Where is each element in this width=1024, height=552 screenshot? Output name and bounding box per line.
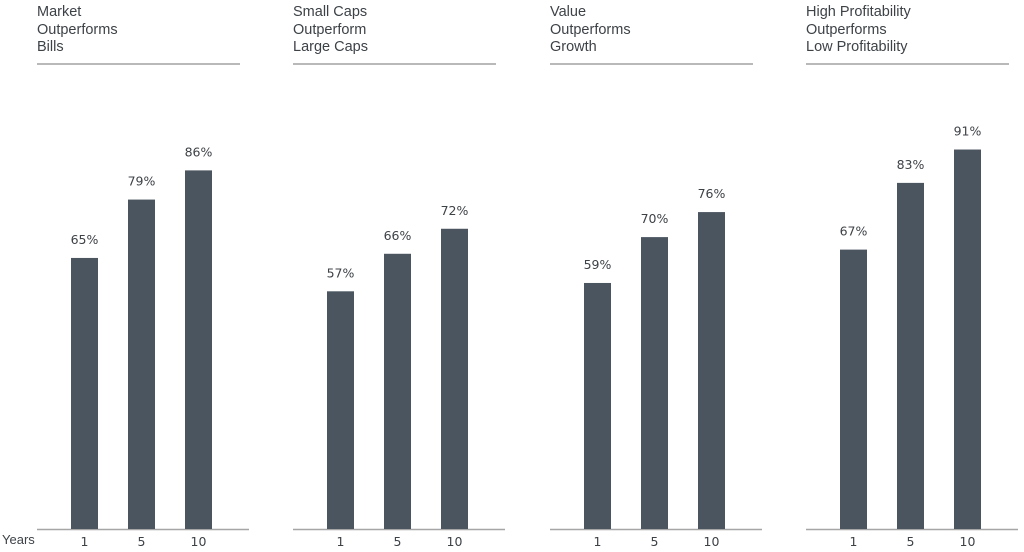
bar [840,249,867,530]
bar-value-label: 83% [897,157,925,172]
panel-title-market: Market Outperforms Bills [37,4,118,57]
x-tick-label: 10 [704,534,720,549]
title-line: High Profitability [806,4,911,20]
x-tick-label: 1 [81,534,89,549]
bar [327,291,354,529]
x-axis-label: Years [2,532,35,547]
bar-value-label: 76% [698,186,726,201]
bar [441,228,468,529]
title-line: Growth [550,39,597,55]
bar-value-label: 67% [840,224,868,239]
bar [641,237,668,529]
title-line: Large Caps [293,39,368,55]
title-line: Outperforms [37,21,118,38]
x-tick-label: 5 [138,534,146,549]
x-tick-label: 5 [651,534,659,549]
bar [584,282,611,529]
x-tick-label: 10 [191,534,207,549]
panel-title-profitability: High Profitability Outperforms Low Profi… [806,4,911,57]
title-rule [550,63,753,65]
bar [128,199,155,529]
bar-value-label: 91% [954,124,982,139]
title-line: Market [37,4,82,20]
bar-value-label: 65% [71,232,99,247]
title-rule [806,63,1009,65]
bar [185,170,212,529]
title-line: Value [550,4,587,20]
bar [384,253,411,529]
title-line: Outperforms [550,21,631,38]
bar-value-label: 79% [128,174,156,189]
bar-value-label: 72% [441,203,469,218]
x-tick-label: 10 [960,534,976,549]
bar-value-label: 86% [185,144,213,159]
bar [897,182,924,529]
bar-value-label: 59% [584,257,612,272]
bar-value-label: 70% [641,211,669,226]
bar [954,149,981,529]
title-line: Outperform [293,21,367,38]
x-tick-label: 5 [907,534,915,549]
title-line: Bills [37,39,64,55]
title-line: Small Caps [293,4,368,20]
x-tick-label: 5 [394,534,402,549]
x-tick-label: 1 [337,534,345,549]
title-rule [293,63,496,65]
panel-title-size: Small Caps Outperform Large Caps [293,4,368,57]
title-line: Low Profitability [806,39,908,55]
panel-title-value: Value Outperforms Growth [550,4,631,57]
bar-value-label: 57% [327,265,355,280]
title-rule [37,63,240,65]
bar [698,212,725,529]
x-tick-label: 1 [850,534,858,549]
bar-value-label: 66% [384,228,412,243]
bar [71,257,98,529]
x-tick-label: 10 [447,534,463,549]
title-line: Outperforms [806,21,887,38]
x-tick-label: 1 [594,534,602,549]
